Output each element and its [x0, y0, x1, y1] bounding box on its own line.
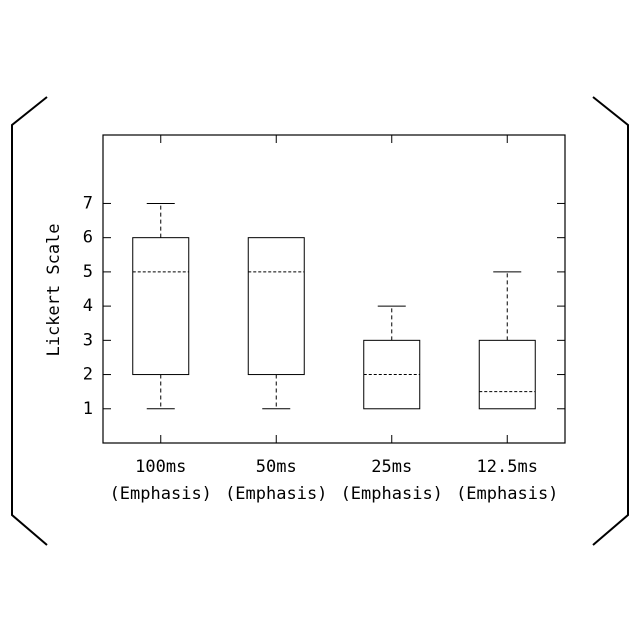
x-tick-label: 25ms — [371, 457, 412, 477]
right-bracket — [593, 97, 628, 545]
y-tick-label: 6 — [83, 228, 93, 248]
y-axis-label: Lickert Scale — [44, 223, 64, 356]
page: Lickert Scale 1 2 3 4 5 6 7 100ms (Emphasis) 50ms… — [0, 0, 640, 640]
x-tick-label: (Emphasis) — [110, 484, 212, 504]
chart: Lickert Scale 1 2 3 4 5 6 7 100ms (Emphasis) 50ms… — [0, 0, 640, 640]
y-tick-label: 7 — [83, 193, 93, 213]
plot-frame — [103, 135, 565, 443]
box — [133, 238, 189, 375]
y-tick-label: 2 — [83, 365, 93, 385]
x-tick-label: 100ms — [135, 457, 186, 477]
box — [248, 238, 304, 375]
left-bracket — [12, 97, 47, 545]
x-tick-label: 50ms — [256, 457, 297, 477]
y-tick-label: 4 — [83, 296, 93, 316]
x-tick-label: (Emphasis) — [456, 484, 558, 504]
x-tick-label: (Emphasis) — [225, 484, 327, 504]
x-tick-label: 12.5ms — [477, 457, 538, 477]
box — [479, 340, 535, 408]
y-tick-label: 1 — [83, 399, 93, 419]
y-tick-label: 3 — [83, 330, 93, 350]
y-tick-label: 5 — [83, 262, 93, 282]
x-tick-label: (Emphasis) — [341, 484, 443, 504]
